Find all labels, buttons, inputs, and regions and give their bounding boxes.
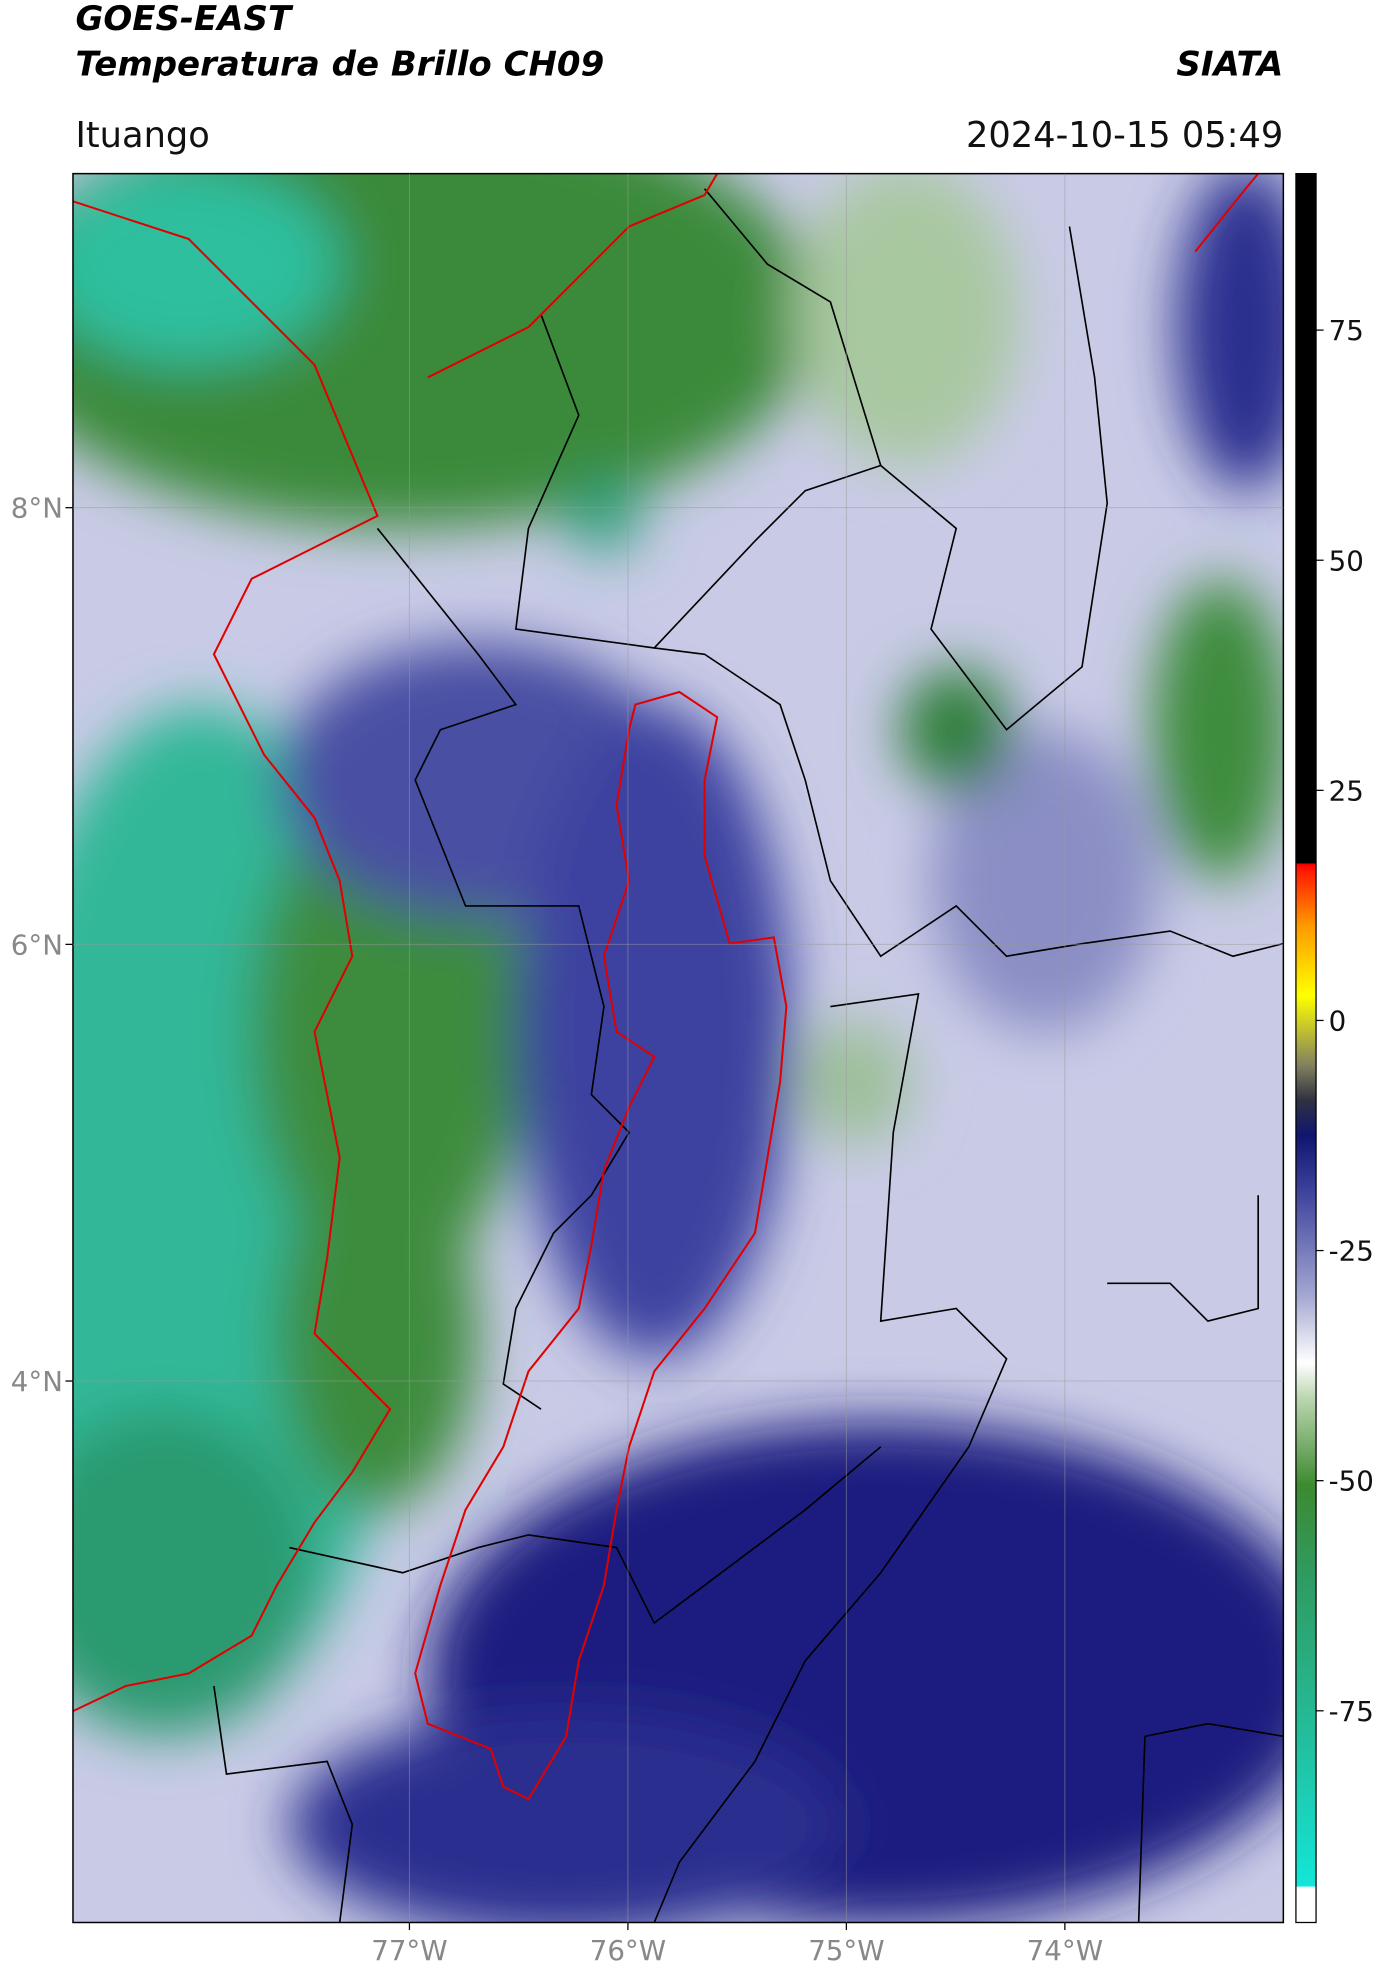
colorbar xyxy=(1295,172,1317,1924)
title: GOES-EAST xyxy=(75,0,293,39)
colorbar-tick-label: 75 xyxy=(1329,314,1364,347)
map xyxy=(72,173,1284,1923)
x-tick-label: 75°W xyxy=(808,1934,884,1967)
map-frame xyxy=(72,172,1285,1924)
x-tick-label: 74°W xyxy=(1027,1934,1103,1967)
colorbar-tick-label: 50 xyxy=(1329,544,1364,577)
colorbar-tick-label: -75 xyxy=(1329,1695,1374,1728)
y-tick-label: 6°N xyxy=(11,928,63,961)
location: Ituango xyxy=(75,115,209,156)
colorbar-tick-label: -25 xyxy=(1329,1235,1374,1268)
colorbar-tick-label: 25 xyxy=(1329,774,1364,807)
x-tick-label: 77°W xyxy=(371,1934,447,1967)
y-tick-label: 8°N xyxy=(11,492,63,525)
subtitle: Temperatura de Brillo CH09 xyxy=(75,44,604,84)
x-tick-label: 76°W xyxy=(590,1934,666,1967)
y-tick-label: 4°N xyxy=(11,1365,63,1398)
colorbar-tick-label: 0 xyxy=(1329,1005,1347,1038)
colorbar-tick-label: -50 xyxy=(1329,1465,1374,1498)
datetime: 2024-10-15 05:49 xyxy=(966,115,1283,156)
institution: SIATA xyxy=(1176,44,1283,84)
